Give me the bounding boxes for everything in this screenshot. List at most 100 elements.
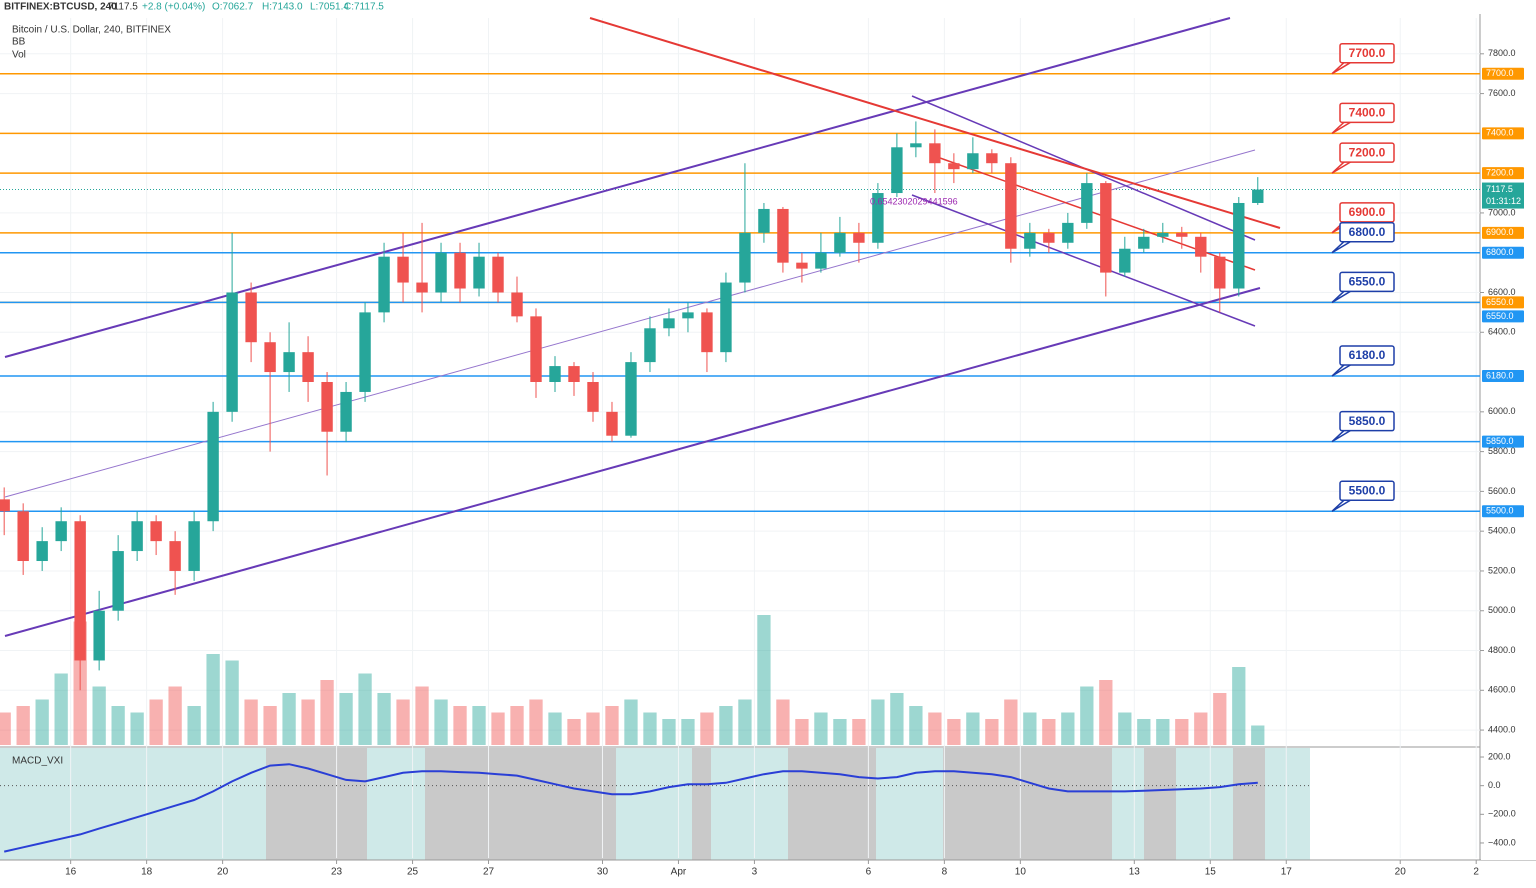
- candle-body: [758, 208, 770, 233]
- header: BITFINEX:BTCUSD, 240 7117.5 +2.8 (+0.04%…: [4, 2, 384, 767]
- candle-body: [986, 153, 998, 164]
- level-axis-label: 6900.0: [1486, 227, 1514, 237]
- volume-bar: [1080, 686, 1094, 745]
- level-axis-label: 6800.0: [1486, 247, 1514, 257]
- level-axis-box: [1482, 505, 1524, 518]
- volume-bar: [624, 699, 638, 745]
- axes: 4400.0 4600.0 4800.0 5000.0 5200.0 5400.0 5600…: [65, 14, 1536, 878]
- callout-label: 5500.0: [1349, 483, 1386, 497]
- volume-bar: [1194, 712, 1208, 745]
- level-axis-label: 7700.0: [1486, 68, 1514, 78]
- y-tick-label: 7000.0: [1488, 207, 1516, 217]
- trendlines: [4, 17, 1281, 637]
- candle-body: [112, 551, 124, 611]
- volume-bar: [358, 673, 372, 745]
- volume-bar: [415, 686, 429, 745]
- x-tick-label: 3: [752, 867, 758, 878]
- high: H:7143.0: [262, 2, 303, 13]
- level-axis-box: [1482, 246, 1524, 259]
- candle-body: [872, 193, 884, 243]
- volume-bar: [947, 719, 961, 745]
- volume-bar: [1137, 719, 1151, 745]
- candle-body: [682, 312, 694, 319]
- volume-bar: [1251, 725, 1265, 745]
- candle-body: [1081, 183, 1093, 223]
- level-axis-label: 5850.0: [1486, 436, 1514, 446]
- macd-line: [3, 763, 1258, 853]
- candle-body: [625, 362, 637, 436]
- x-tick-label: 17: [1281, 867, 1293, 878]
- x-tick-label: 25: [407, 867, 419, 878]
- candle-body: [777, 208, 789, 263]
- volume-bar: [567, 719, 581, 745]
- y-tick-label: 7600.0: [1488, 88, 1516, 98]
- candle-body: [1214, 256, 1226, 289]
- level-axis-box: [1482, 296, 1524, 309]
- volume-bar: [548, 712, 562, 745]
- candle-body: [359, 312, 371, 392]
- candle-body: [74, 521, 86, 661]
- x-tick-label: 23: [331, 867, 343, 878]
- callout-label: 6900.0: [1349, 205, 1386, 219]
- volume-bar: [301, 699, 315, 745]
- volume-bar: [700, 712, 714, 745]
- candle-body: [245, 292, 257, 343]
- volume-bar: [871, 699, 885, 745]
- candle-body: [1119, 248, 1131, 273]
- candle-body: [701, 312, 713, 353]
- candle-body: [1062, 222, 1074, 243]
- candle-body: [17, 511, 29, 562]
- x-tick-label: 18: [141, 867, 153, 878]
- y-tick-label: 6600.0: [1488, 287, 1516, 297]
- volume-bar: [662, 719, 676, 745]
- volume-bar: [187, 706, 201, 745]
- candle-body: [188, 521, 200, 571]
- level-axis-box: [1482, 67, 1524, 80]
- last-price-label: 7117.5: [1486, 184, 1513, 194]
- volume-bar: [510, 706, 524, 745]
- volume-bar: [757, 615, 771, 745]
- candle-body: [93, 610, 105, 661]
- volume-bar: [1023, 712, 1037, 745]
- candle-body: [967, 153, 979, 170]
- macd-y-tick-label: −200.0: [1488, 809, 1516, 819]
- x-tick-label: 10: [1015, 867, 1027, 878]
- candle-body: [853, 232, 865, 243]
- change: +2.8 (+0.04%): [142, 2, 205, 13]
- close: C:7117.5: [344, 2, 384, 13]
- volume-bar: [149, 699, 163, 745]
- candle-body: [454, 252, 466, 289]
- x-tick-label: 20: [1395, 867, 1407, 878]
- candle-body: [1024, 232, 1036, 249]
- level-axis-box: [1482, 435, 1524, 448]
- candle-body: [397, 256, 409, 283]
- candle-body: [1100, 183, 1112, 273]
- grid: [0, 18, 1480, 858]
- candle-body: [1176, 232, 1188, 237]
- callout-label: 6180.0: [1349, 348, 1386, 362]
- volume-bar: [1061, 712, 1075, 745]
- candle-body: [530, 316, 542, 382]
- volume-bar: [263, 706, 277, 745]
- candle-body: [131, 521, 143, 552]
- volume-bar: [130, 712, 144, 745]
- volume-bar: [1232, 667, 1246, 745]
- legend-macd: MACD_VXI: [12, 756, 63, 767]
- candle-body: [549, 366, 561, 382]
- x-tick-label: 15: [1205, 867, 1217, 878]
- level-axis-label: 6550.0: [1486, 297, 1514, 307]
- callout-box: [1339, 102, 1395, 124]
- volume-bar: [719, 706, 733, 745]
- candle-body: [1233, 202, 1245, 289]
- volume-bar: [168, 686, 182, 745]
- candle-body: [1005, 163, 1017, 249]
- volume-bar: [1156, 719, 1170, 745]
- candle-body: [815, 252, 827, 269]
- volume-bar: [966, 712, 980, 745]
- x-tick-label: 8: [942, 867, 948, 878]
- volume-bar: [605, 706, 619, 745]
- callout-box: [1339, 410, 1395, 432]
- volume-bar: [111, 706, 125, 745]
- y-tick-label: 4400.0: [1488, 724, 1516, 734]
